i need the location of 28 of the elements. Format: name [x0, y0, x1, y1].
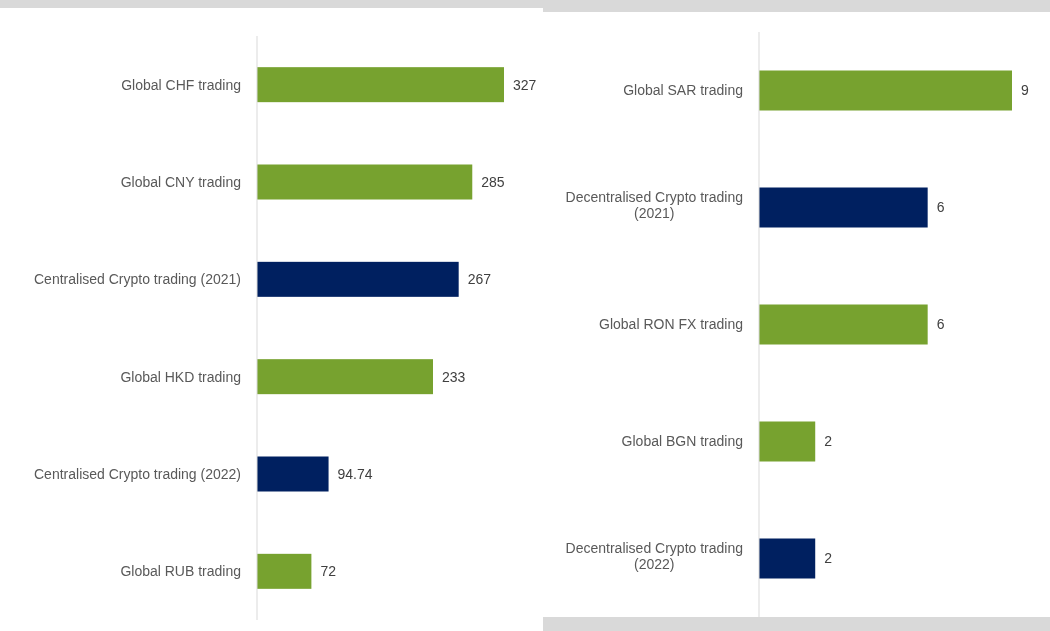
y-tick-label: Global CNY trading [120, 173, 241, 190]
bar [257, 553, 312, 589]
data-label: 2 [824, 433, 833, 450]
data-label: 2 [824, 550, 833, 567]
bar [257, 164, 473, 200]
data-label: 233 [442, 368, 466, 385]
y-tick-label: Global RUB trading [120, 563, 241, 580]
data-label: 6 [936, 316, 945, 333]
y-tick-label: Global CHF trading [121, 76, 241, 93]
data-label: 327 [513, 76, 537, 93]
y-tick-label: Centralised Crypto trading (2021) [34, 271, 241, 288]
y-tick-label: Global BGN trading [621, 433, 743, 450]
data-label: 9 [1021, 82, 1029, 99]
y-tick-label: Global SAR trading [623, 82, 743, 99]
y-tick-label: Decentralised Crypto trading (2021) [565, 189, 743, 221]
y-tick-label: Global HKD trading [120, 368, 241, 385]
y-tick-label: Decentralised Crypto trading (2022) [565, 540, 743, 572]
bar [257, 67, 504, 103]
bar [257, 359, 433, 395]
data-label: 285 [481, 173, 505, 190]
data-label: 94.74 [337, 465, 373, 482]
data-label: 267 [467, 271, 492, 288]
y-tick-label: Global RON FX trading [599, 316, 743, 333]
bar [257, 261, 459, 297]
data-label: 6 [936, 199, 945, 216]
data-label: 72 [320, 563, 337, 580]
y-tick-label: Centralised Crypto trading (2022) [34, 465, 241, 482]
bar [257, 456, 329, 492]
